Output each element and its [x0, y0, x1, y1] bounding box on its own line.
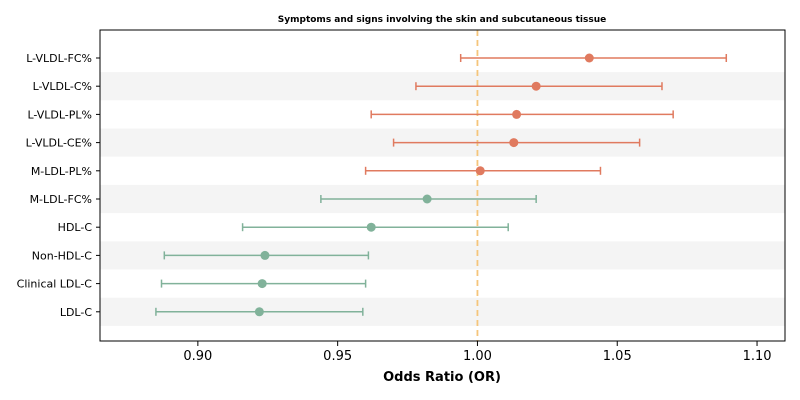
or-point [531, 81, 541, 91]
y-tick-label: Clinical LDL-C [17, 278, 93, 291]
y-tick-label: HDL-C [58, 221, 93, 234]
x-axis-ticks: 0.90 0.95 1.00 1.05 1.10 [183, 341, 772, 364]
or-point [422, 194, 432, 204]
x-tick-label: 0.95 [323, 349, 352, 364]
x-tick-label: 1.10 [743, 349, 772, 364]
x-axis-label: Odds Ratio (OR) [383, 370, 501, 385]
y-tick-label: M-LDL-PL% [31, 165, 92, 178]
y-tick-label: L-VLDL-PL% [27, 108, 92, 121]
y-tick-label: LDL-C [60, 306, 93, 319]
y-tick-label: M-LDL-FC% [30, 193, 92, 206]
y-tick-label: L-VLDL-FC% [26, 52, 92, 65]
or-point [475, 166, 485, 176]
plot-frame [99, 29, 786, 342]
or-point [512, 109, 522, 119]
or-point [257, 279, 267, 289]
x-tick-label: 1.00 [463, 349, 492, 364]
y-axis-labels: L-VLDL-FC% L-VLDL-C% L-VLDL-PL% L-VLDL-CE% M… [17, 52, 100, 319]
y-tick-label: L-VLDL-C% [33, 80, 92, 93]
or-point [260, 250, 270, 260]
or-point [584, 53, 594, 63]
x-tick-label: 1.05 [603, 349, 632, 364]
or-point [366, 222, 376, 232]
or-point [254, 307, 264, 317]
or-point [509, 138, 519, 148]
y-tick-label: Non-HDL-C [32, 249, 93, 262]
odds-ratio-points [254, 53, 594, 317]
x-tick-label: 0.90 [183, 349, 212, 364]
y-tick-label: L-VLDL-CE% [26, 137, 92, 150]
chart-title: Symptoms and signs involving the skin an… [278, 15, 606, 25]
